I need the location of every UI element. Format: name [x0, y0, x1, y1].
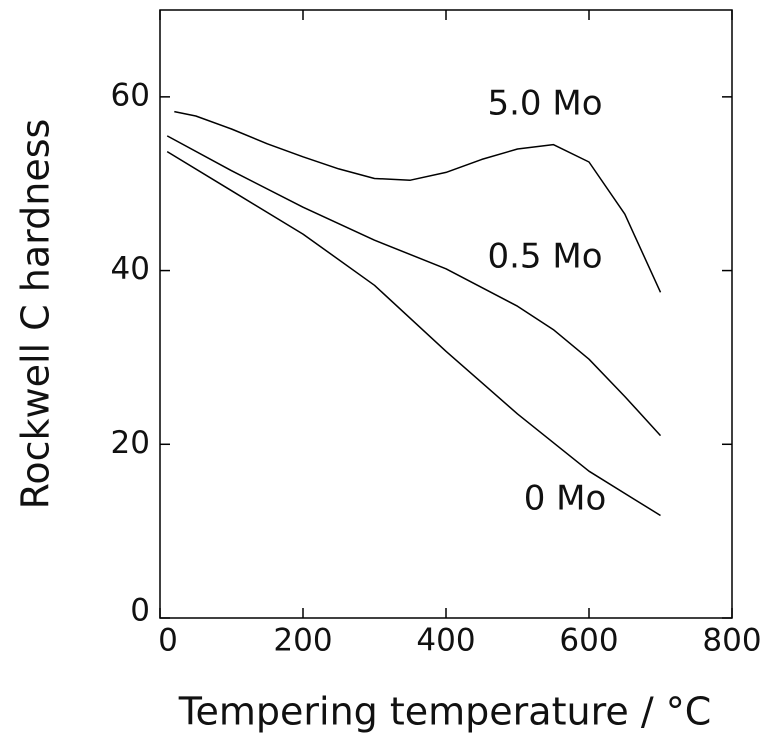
series-label: 0 Mo: [524, 479, 607, 519]
series-label: 5.0 Mo: [487, 84, 602, 124]
line: [166, 150, 661, 517]
plot-frame: [159, 9, 733, 619]
line: [174, 110, 662, 293]
series-label: 0.5 Mo: [487, 237, 602, 277]
y-tick-label: 40: [111, 251, 150, 287]
y-axis-title: Rockwell C hardness: [14, 119, 58, 510]
y-tick-label: 60: [111, 77, 150, 113]
y-tick-label: 0: [130, 593, 150, 629]
x-tick-label: 200: [273, 623, 332, 659]
y-tick-label: 20: [111, 425, 150, 461]
x-tick-label: 0: [158, 623, 178, 659]
x-tick-label: 400: [416, 623, 475, 659]
line: [166, 135, 662, 437]
x-tick-label: 800: [702, 623, 761, 659]
x-axis-title: Tempering temperature / °C: [178, 690, 711, 734]
x-tick-label: 600: [559, 623, 618, 659]
